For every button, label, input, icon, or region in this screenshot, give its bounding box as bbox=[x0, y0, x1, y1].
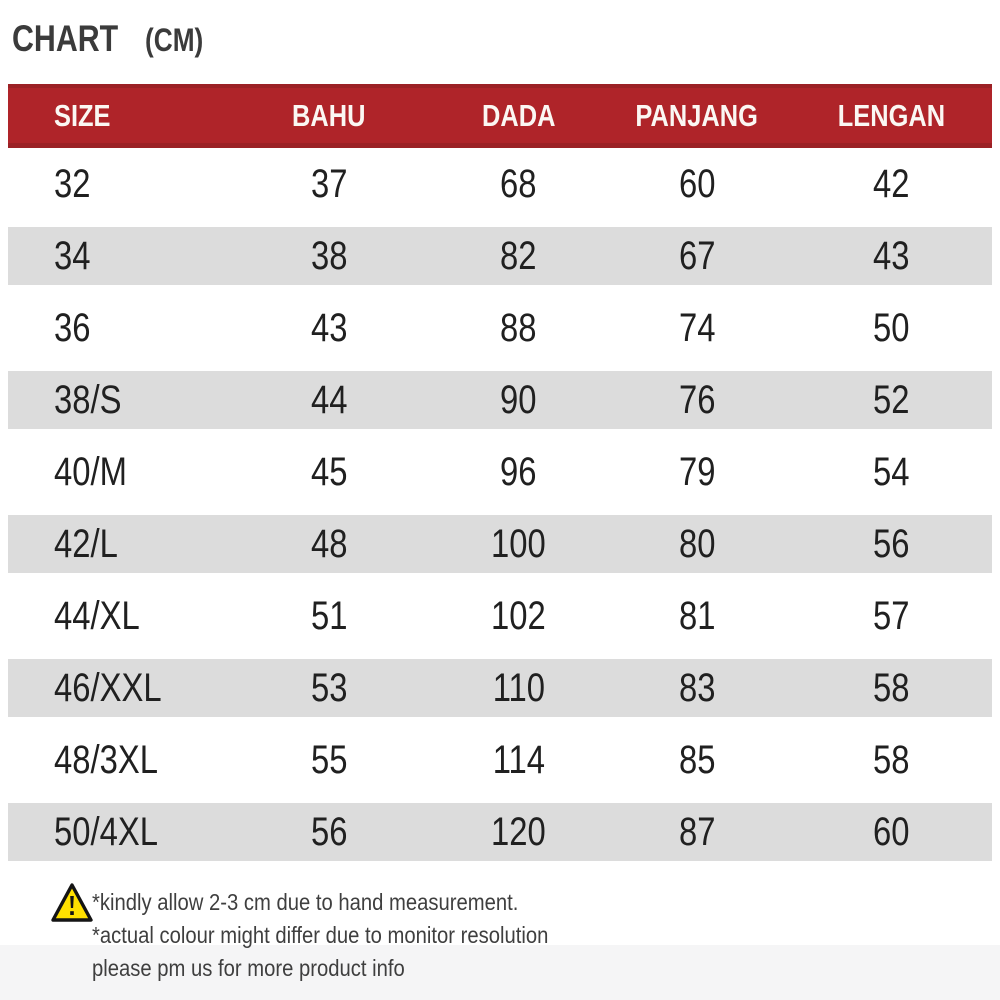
measurement-cell: 88 bbox=[500, 305, 537, 350]
measurement-cell: 68 bbox=[500, 161, 537, 206]
table-row: 32 37 68 60 42 bbox=[8, 148, 992, 220]
chart-title-text: CHART bbox=[12, 18, 119, 59]
column-header-size: SIZE bbox=[8, 98, 223, 134]
measurement-cell: 82 bbox=[500, 233, 537, 278]
column-header-panjang: PANJANG bbox=[602, 98, 791, 134]
note-line: please pm us for more product info bbox=[92, 955, 405, 981]
note-line: *actual colour might differ due to monit… bbox=[92, 922, 549, 948]
measurement-notes: *kindly allow 2-3 cm due to hand measure… bbox=[92, 886, 712, 985]
measurement-cell: 56 bbox=[310, 809, 348, 854]
column-header-dada: DADA bbox=[435, 98, 602, 134]
measurement-cell: 80 bbox=[678, 521, 715, 566]
measurement-cell: 58 bbox=[873, 665, 910, 710]
measurement-cell: 53 bbox=[310, 665, 348, 710]
size-cell: 44/XL bbox=[54, 593, 140, 638]
size-cell: 42/L bbox=[54, 521, 118, 566]
table-row: 38/S 44 90 76 52 bbox=[8, 364, 992, 436]
column-header-label: LENGAN bbox=[837, 97, 946, 133]
footer-band bbox=[0, 945, 1000, 1000]
measurement-cell: 102 bbox=[491, 593, 547, 638]
size-cell: 34 bbox=[54, 233, 91, 278]
table-row: 40/M 45 96 79 54 bbox=[8, 436, 992, 508]
size-cell: 40/M bbox=[54, 449, 127, 494]
measurement-cell: 83 bbox=[678, 665, 715, 710]
table-row: 42/L 48 100 80 56 bbox=[8, 508, 992, 580]
measurement-cell: 90 bbox=[500, 377, 537, 422]
measurement-cell: 55 bbox=[310, 737, 348, 782]
column-header-bahu: BAHU bbox=[223, 98, 436, 134]
measurement-cell: 37 bbox=[310, 161, 348, 206]
measurement-cell: 100 bbox=[491, 521, 547, 566]
column-header-label: PANJANG bbox=[635, 97, 758, 133]
measurement-cell: 79 bbox=[678, 449, 715, 494]
size-cell: 36 bbox=[54, 305, 91, 350]
measurement-cell: 57 bbox=[873, 593, 910, 638]
measurement-cell: 81 bbox=[678, 593, 715, 638]
size-cell: 48/3XL bbox=[54, 737, 158, 782]
warning-triangle-icon bbox=[50, 882, 94, 924]
table-row: 34 38 82 67 43 bbox=[8, 220, 992, 292]
measurement-cell: 58 bbox=[873, 737, 910, 782]
column-header-label: BAHU bbox=[292, 97, 366, 133]
measurement-cell: 51 bbox=[310, 593, 348, 638]
note-line: *kindly allow 2-3 cm due to hand measure… bbox=[92, 889, 519, 915]
measurement-cell: 96 bbox=[500, 449, 537, 494]
measurement-cell: 110 bbox=[492, 665, 545, 710]
table-row: 46/XXL 53 110 83 58 bbox=[8, 652, 992, 724]
measurement-cell: 43 bbox=[873, 233, 910, 278]
size-cell: 38/S bbox=[54, 377, 122, 422]
table-row: 36 43 88 74 50 bbox=[8, 292, 992, 364]
measurement-cell: 60 bbox=[873, 809, 910, 854]
measurement-cell: 38 bbox=[310, 233, 348, 278]
measurement-cell: 60 bbox=[678, 161, 715, 206]
column-header-label: DADA bbox=[481, 97, 556, 133]
table-header-row: SIZE BAHU DADA PANJANG LENGAN bbox=[8, 84, 992, 148]
chart-title-unit: (CM) bbox=[145, 22, 204, 58]
measurement-cell: 74 bbox=[678, 305, 715, 350]
size-cell: 50/4XL bbox=[54, 809, 158, 854]
measurement-cell: 52 bbox=[873, 377, 910, 422]
measurement-cell: 48 bbox=[310, 521, 348, 566]
page-title: CHART (CM) bbox=[12, 18, 217, 60]
size-cell: 32 bbox=[54, 161, 91, 206]
column-header-label: SIZE bbox=[54, 97, 111, 133]
measurement-cell: 120 bbox=[491, 809, 547, 854]
measurement-cell: 45 bbox=[310, 449, 348, 494]
table-row: 44/XL 51 102 81 57 bbox=[8, 580, 992, 652]
size-chart-table: SIZE BAHU DADA PANJANG LENGAN 32 37 68 60 42… bbox=[8, 84, 992, 868]
measurement-cell: 85 bbox=[678, 737, 715, 782]
measurement-cell: 56 bbox=[873, 521, 910, 566]
measurement-cell: 87 bbox=[678, 809, 715, 854]
measurement-cell: 76 bbox=[678, 377, 715, 422]
measurement-cell: 114 bbox=[492, 737, 545, 782]
measurement-cell: 54 bbox=[873, 449, 910, 494]
table-body: 32 37 68 60 42 34 38 82 67 43 36 43 88 74 50 38/S 44 90 76… bbox=[8, 148, 992, 868]
measurement-cell: 43 bbox=[310, 305, 348, 350]
table-row: 48/3XL 55 114 85 58 bbox=[8, 724, 992, 796]
column-header-lengan: LENGAN bbox=[791, 98, 992, 134]
measurement-cell: 50 bbox=[873, 305, 910, 350]
table-row: 50/4XL 56 120 87 60 bbox=[8, 796, 992, 868]
measurement-cell: 44 bbox=[310, 377, 348, 422]
measurement-cell: 42 bbox=[873, 161, 910, 206]
size-cell: 46/XXL bbox=[54, 665, 162, 710]
measurement-cell: 67 bbox=[678, 233, 715, 278]
